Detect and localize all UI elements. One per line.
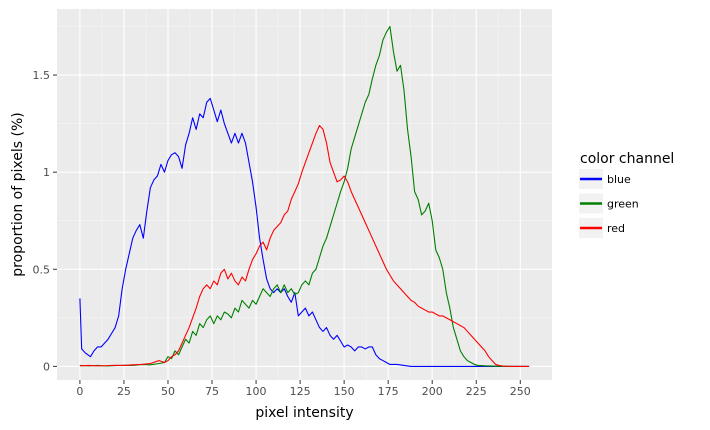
y-tick-label: 1 bbox=[43, 166, 50, 179]
y-tick-label: 0 bbox=[43, 360, 50, 373]
legend-label-green: green bbox=[607, 198, 639, 211]
y-axis: 0 0.5 1 1.5 bbox=[33, 69, 57, 373]
x-tick-label: 225 bbox=[466, 385, 487, 398]
x-tick-label: 0 bbox=[76, 385, 83, 398]
legend-label-blue: blue bbox=[607, 173, 631, 186]
y-axis-title: proportion of pixels (%) bbox=[10, 112, 26, 276]
x-tick-label: 125 bbox=[290, 385, 311, 398]
minor-gridlines bbox=[57, 9, 552, 380]
legend-title: color channel bbox=[580, 151, 674, 167]
x-tick-label: 250 bbox=[510, 385, 531, 398]
x-tick-label: 75 bbox=[205, 385, 219, 398]
major-gridlines bbox=[57, 9, 552, 380]
x-axis: 0 25 50 75 100 125 150 175 200 225 250 bbox=[76, 380, 531, 398]
x-tick-label: 100 bbox=[246, 385, 267, 398]
x-tick-label: 25 bbox=[117, 385, 131, 398]
y-tick-label: 1.5 bbox=[33, 69, 51, 82]
series-line-blue bbox=[79, 97, 530, 367]
x-axis-title: pixel intensity bbox=[255, 405, 353, 421]
legend-items: blue green red bbox=[579, 169, 639, 238]
x-tick-label: 200 bbox=[422, 385, 443, 398]
x-tick-label: 175 bbox=[378, 385, 399, 398]
legend: color channel blue green red bbox=[579, 151, 674, 238]
y-tick-label: 0.5 bbox=[33, 263, 51, 276]
plot-panel bbox=[57, 9, 552, 380]
x-tick-label: 150 bbox=[334, 385, 355, 398]
series-line-red bbox=[79, 124, 530, 367]
series-layer bbox=[79, 25, 530, 367]
x-tick-label: 50 bbox=[161, 385, 175, 398]
legend-label-red: red bbox=[607, 222, 625, 235]
series-line-green bbox=[79, 25, 530, 367]
